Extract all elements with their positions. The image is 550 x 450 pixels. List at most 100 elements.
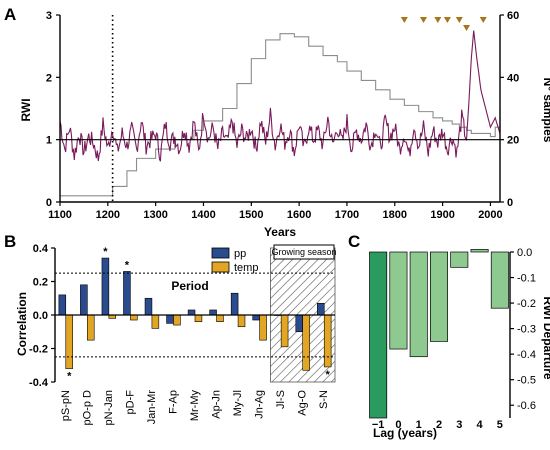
significance-star: * [103,246,108,258]
event-marker [443,17,451,23]
lag-bar [470,249,489,253]
x-tick-label: 1400 [191,209,215,221]
panel-a-y-label: RWI [19,98,33,121]
bar-pp [317,302,325,316]
bar-temp [216,314,224,322]
panel-a-chart: 1100 1200 1300 1400 1500 1600 1700 1800 1900 2000… [19,10,550,239]
bar-temp [130,314,138,321]
event-marker [479,17,487,23]
panel-c-x-label: Lag (years) [373,426,437,440]
category-label: Mr-My [189,390,201,422]
lag-bar [409,251,428,358]
y2-tick-label: 60 [507,10,519,22]
significance-star: * [125,259,130,271]
x-tick-label: 1100 [48,209,72,221]
bar-pp [252,314,260,321]
rwi-series [59,30,501,162]
growing-season-label: Growing season [271,247,336,257]
category-label: Jl-S [275,390,287,409]
lag-bar [369,251,388,419]
rwi-line [59,30,501,162]
y-tick-label: 2 [46,72,52,84]
category-label: Jn-Ag [254,390,266,419]
category-label: pO-p D [81,390,93,426]
bar-temp [65,314,73,369]
y-tick-label: -0.2 [29,344,48,356]
bar-temp [323,314,332,368]
growing-season-label-box [273,244,335,260]
y-tick-label: 3 [46,10,52,22]
bar-temp [302,314,310,371]
bar-pp [295,314,303,333]
bar-pp [187,309,196,316]
y2-tick-label: 20 [507,135,519,147]
event-marker [419,17,427,23]
lag-tick-label: 3 [456,419,462,431]
event-marker [434,17,442,23]
bar-pp [80,284,88,316]
y-tick-label: -0.3 [517,324,536,336]
samples-line [60,33,501,197]
bar-pp [123,271,131,316]
legend-label-pp: pp [234,248,246,260]
category-label: Jan-Mr [146,390,158,425]
panel-b-y-label: Correlation [15,292,29,356]
category-label: Ag-O [297,390,309,416]
category-label: S-N [318,390,330,409]
x-tick-label: 1200 [96,209,120,221]
lag-bar [430,251,448,342]
lag-bar [389,251,408,350]
event-marker [463,25,471,31]
x-tick-label: 1800 [383,209,407,221]
y-tick-label: -0.5 [517,375,536,387]
lag-bar [450,251,469,268]
bar-temp [280,314,289,348]
significance-star: * [67,371,72,383]
bar-pp [166,314,174,324]
y-tick-label: 0.4 [33,243,49,255]
y-tick-label: -0.4 [29,377,49,389]
panel-label-a: A [4,5,16,24]
category-label: F-Ap [167,390,179,414]
category-label: pD-F [124,390,136,415]
category-label: pS-pN [60,390,72,421]
panel-c-y-label: RWI Departure [541,296,550,379]
x-tick-label: 1300 [143,209,167,221]
legend-label-temp: temp [234,262,258,274]
y-tick-label: 1 [46,135,52,147]
panel-b-x-label: Period [171,279,208,293]
bar-temp [151,314,160,329]
bar-temp [237,314,246,328]
x-tick-label: 2000 [478,209,502,221]
legend-swatch-temp [211,261,230,273]
lag-bar [490,251,509,309]
significance-star: * [326,369,331,381]
lag-tick-label: 1 [416,419,422,431]
lag-tick-label: 5 [497,419,503,431]
x-tick-label: 1500 [239,209,263,221]
event-marker [455,17,463,23]
panel-b-chart: * * * * -0.4 -0.2 0.0 0.2 0.4 pS-pN pO-p D pN-Jan p… [15,243,337,425]
x-tick-label: 1600 [287,209,311,221]
y-tick-label: -0.2 [517,298,536,310]
panel-a-x-label: Years [264,225,296,239]
panel-c-chart: −1 0 1 2 3 4 5 0.0 -0.1 -0.2 -0.3 -0.4 -0.5 -0.6 Lag … [369,247,550,440]
y-tick-label: -0.1 [517,273,536,285]
category-label: Ap-Jn [211,390,223,419]
y-tick-label: 0.0 [33,310,48,322]
bar-temp [194,314,203,322]
legend-swatch-pp [211,247,230,259]
bar-pp [101,257,110,316]
bar-temp [173,314,181,326]
x-tick-label: 1700 [335,209,359,221]
bar-pp [144,297,153,316]
category-label: pN-Jan [103,390,115,425]
lag-tick-label: 4 [477,419,484,431]
bar-pp [58,294,67,316]
lag-tick-label: 0 [395,419,401,431]
category-label: My-Jl [232,390,244,416]
bar-temp [87,314,95,341]
y-tick-label: 0.0 [517,247,532,259]
y-tick-label: 0.2 [33,277,48,289]
